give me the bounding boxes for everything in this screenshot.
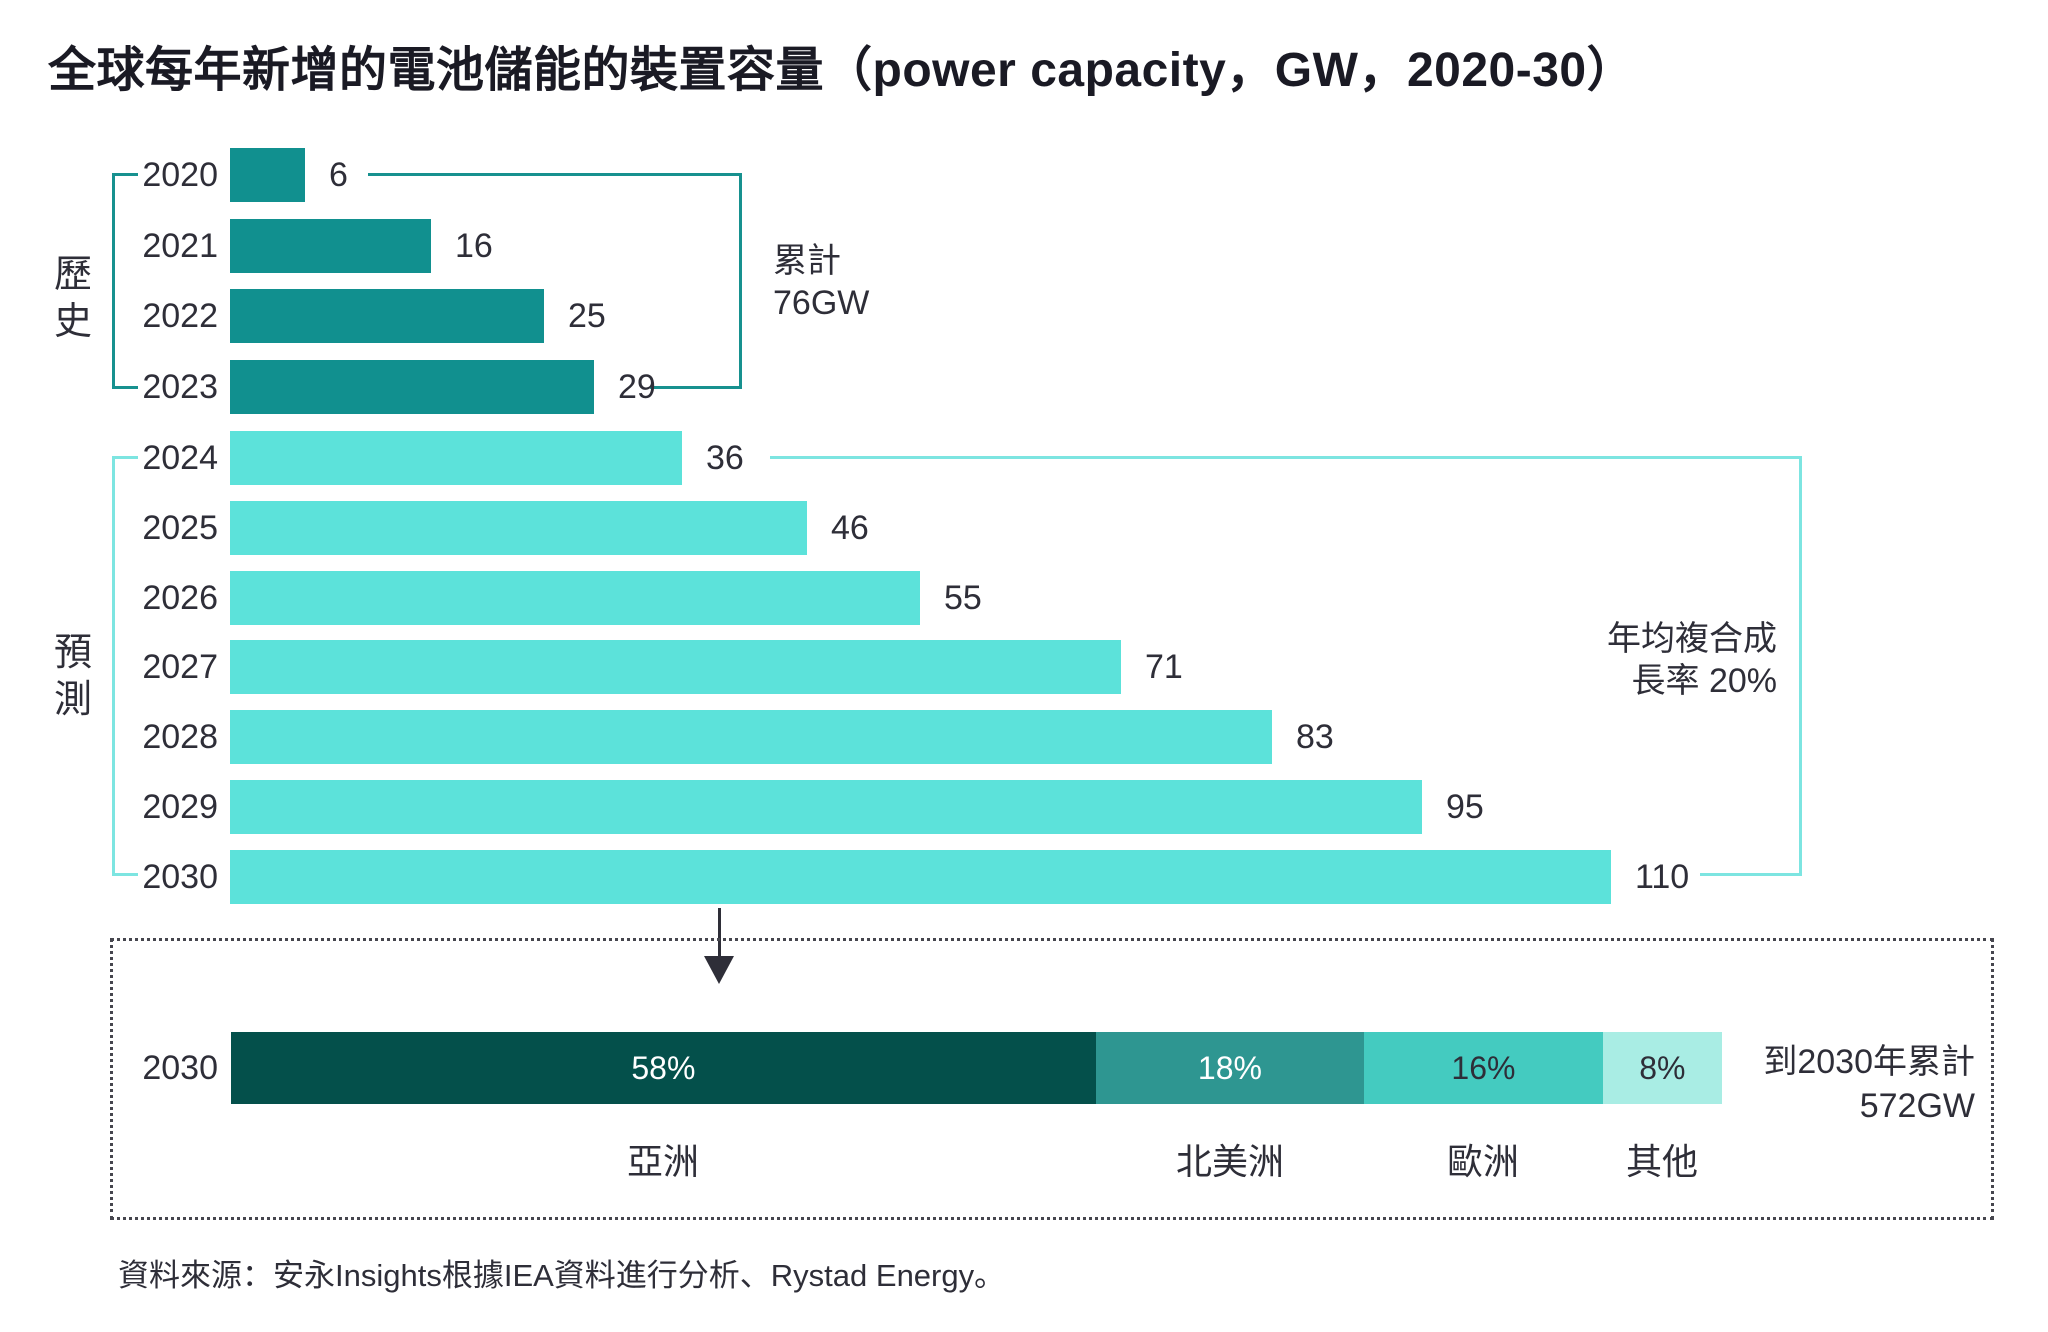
historical-bracket-right-bottom-line [650,386,742,389]
bar-2021 [230,219,431,273]
region-label-1: 北美洲 [1175,1141,1285,1182]
bar-value-2027: 71 [1145,648,1183,686]
forecast-bracket-right-vertical [1799,456,1802,876]
historical-bracket-left-vertical [112,173,115,389]
stacked-segment-3: 8% [1602,1032,1722,1104]
bar-2023 [230,360,594,414]
region-label-0: 亞洲 [626,1141,700,1182]
bar-2025 [230,501,807,555]
forecast-section-label: 預測 [53,632,92,721]
cagr-label: 年均複合成 長率 20% [1480,618,1777,702]
region-label-3: 其他 [1625,1141,1699,1182]
bar-value-2020: 6 [329,156,348,194]
chart-title: 全球每年新增的電池儲能的裝置容量（power capacity，GW，2020-… [48,44,1636,97]
year-label-2030: 2030 [142,858,218,896]
bar-2024 [230,431,682,485]
historical-bracket-left-bottom-tick [112,386,138,389]
bar-value-2026: 55 [944,579,982,617]
breakdown-year-label: 2030 [142,1049,218,1087]
year-label-2028: 2028 [142,718,218,756]
year-label-2029: 2029 [142,788,218,826]
forecast-bracket-left-top-tick [112,456,138,459]
bar-value-2028: 83 [1296,718,1334,756]
cagr-label-line1: 年均複合成 [1607,620,1777,658]
bar-2030 [230,850,1611,904]
cumulative-label-line2: 76GW [773,284,870,322]
total-note-line2: 572GW [1859,1087,1975,1125]
stacked-segment-0: 58% [231,1032,1096,1104]
down-arrow-stem [718,908,721,958]
bar-value-2022: 25 [568,297,606,335]
year-label-2022: 2022 [142,297,218,335]
cumulative-572gw-label: 到2030年累計 572GW [1735,1040,1975,1128]
stacked-bar-2030: 58% 18% 16% 8% [231,1032,1722,1104]
source-note: 資料來源：安永Insights根據IEA資料進行分析、Rystad Energy… [118,1258,1006,1293]
year-label-2021: 2021 [142,227,218,265]
down-arrow-icon [704,956,734,984]
stacked-segment-1: 18% [1095,1032,1365,1104]
bar-2027 [230,640,1121,694]
bar-value-2029: 95 [1446,788,1484,826]
historical-bracket-right-top-line [368,173,742,176]
bar-value-2023: 29 [618,368,656,406]
bar-2026 [230,571,920,625]
bar-2028 [230,710,1272,764]
forecast-bracket-right-top-line [770,456,1802,459]
year-label-2023: 2023 [142,368,218,406]
bar-2020 [230,148,305,202]
bar-2029 [230,780,1422,834]
forecast-bracket-right-bottom-line [1700,873,1802,876]
region-label-2: 歐洲 [1446,1141,1520,1182]
cumulative-76gw-label: 累計 76GW [773,240,869,324]
bar-value-2025: 46 [831,509,869,547]
year-label-2025: 2025 [142,509,218,547]
bar-value-2024: 36 [706,439,744,477]
bar-2022 [230,289,544,343]
forecast-bracket-left-bottom-tick [112,873,138,876]
bar-value-2021: 16 [455,227,493,265]
breakdown-dotted-box [110,938,1994,1220]
total-note-line1: 到2030年累計 [1763,1043,1975,1081]
year-label-2026: 2026 [142,579,218,617]
year-label-2027: 2027 [142,648,218,686]
historical-section-label: 歷史 [53,254,92,343]
stacked-segment-2: 16% [1364,1032,1603,1104]
historical-bracket-right-vertical [739,173,742,389]
year-label-2020: 2020 [142,156,218,194]
year-label-2024: 2024 [142,439,218,477]
cumulative-label-line1: 累計 [773,242,841,280]
cagr-label-line2: 長率 20% [1631,662,1778,700]
historical-bracket-left-top-tick [112,173,138,176]
bar-value-2030: 110 [1635,858,1690,896]
forecast-bracket-left-vertical [112,456,115,876]
